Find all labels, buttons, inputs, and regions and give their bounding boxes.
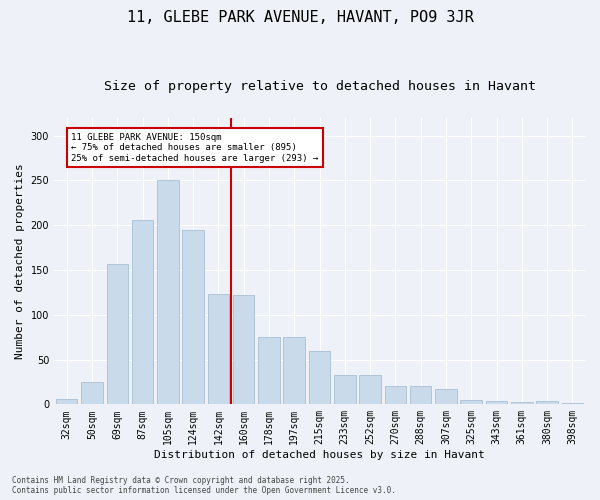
Bar	[157, 180, 179, 404]
Bar	[132, 220, 153, 404]
Bar	[208, 294, 229, 405]
Y-axis label: Number of detached properties: Number of detached properties	[15, 163, 25, 359]
Bar	[283, 337, 305, 404]
Bar	[182, 230, 204, 404]
Bar	[410, 386, 431, 404]
Bar	[334, 375, 356, 404]
Text: Contains HM Land Registry data © Crown copyright and database right 2025.
Contai: Contains HM Land Registry data © Crown c…	[12, 476, 396, 495]
Bar	[258, 337, 280, 404]
Bar	[460, 400, 482, 404]
Bar	[309, 350, 330, 405]
Bar	[562, 402, 583, 404]
Bar	[435, 389, 457, 404]
Title: Size of property relative to detached houses in Havant: Size of property relative to detached ho…	[104, 80, 536, 93]
Bar	[56, 399, 77, 404]
Bar	[536, 401, 558, 404]
X-axis label: Distribution of detached houses by size in Havant: Distribution of detached houses by size …	[154, 450, 485, 460]
Bar	[511, 402, 533, 404]
Bar	[359, 375, 381, 404]
Text: 11, GLEBE PARK AVENUE, HAVANT, PO9 3JR: 11, GLEBE PARK AVENUE, HAVANT, PO9 3JR	[127, 10, 473, 25]
Bar	[233, 295, 254, 405]
Bar	[486, 401, 507, 404]
Bar	[385, 386, 406, 404]
Text: 11 GLEBE PARK AVENUE: 150sqm
← 75% of detached houses are smaller (895)
25% of s: 11 GLEBE PARK AVENUE: 150sqm ← 75% of de…	[71, 133, 319, 163]
Bar	[81, 382, 103, 404]
Bar	[107, 264, 128, 404]
